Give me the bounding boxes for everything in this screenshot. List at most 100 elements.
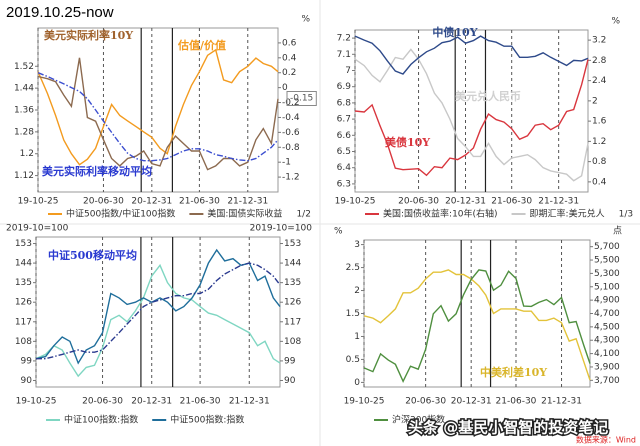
y-tick-label: 7 — [345, 66, 351, 76]
y2-tick-label: 5,500 — [594, 256, 620, 266]
y-tick-label: 6.9 — [337, 82, 352, 92]
y2-tick-label: 90 — [284, 376, 296, 386]
y2-unit: 点 — [613, 226, 622, 237]
y2-tick-label: 126 — [284, 298, 301, 308]
y-tick-label: 1.44 — [14, 84, 34, 94]
legend-label: 即期汇率:美元兑人 — [530, 208, 605, 220]
annotation: 美债10Y — [385, 135, 430, 149]
y-tick-label: 0 — [354, 378, 360, 388]
series-line — [36, 262, 281, 360]
y-tick-label: 1.2 — [20, 149, 34, 159]
y-tick-label: 1.52 — [14, 62, 34, 72]
y2-tick-label: 2 — [592, 96, 598, 106]
y-tick-label: 2 — [354, 286, 360, 296]
y2-tick-label: 3,900 — [594, 362, 620, 372]
y2-tick-label: 0 — [282, 83, 288, 93]
y-tick-label: 7.1 — [337, 50, 351, 60]
y2-tick-label: 99 — [284, 356, 296, 366]
y2-tick-label: 108 — [284, 337, 301, 347]
y2-tick-label: 3,700 — [594, 376, 620, 386]
legend-label: 美国:国债收益率:10年(右轴) — [383, 208, 498, 220]
series-line — [363, 269, 591, 381]
y2-tick-label: -0.8 — [282, 143, 300, 153]
y2-tick-label: 4,500 — [594, 322, 620, 332]
series-line — [35, 248, 281, 365]
y2-tick-label: 135 — [284, 278, 301, 288]
y2-tick-label: -1.2 — [282, 173, 300, 183]
y2-tick-label: 1.6 — [592, 117, 607, 127]
series-line — [363, 269, 591, 383]
y2-tick-label: 0.4 — [592, 177, 607, 187]
y2-tick-label: -0.4 — [282, 113, 300, 123]
y-tick-label: 6.7 — [337, 115, 351, 125]
x-tick-label: 19-10-25 — [16, 397, 57, 407]
watermark: 头条 @基民小智智的投资笔记 — [408, 419, 608, 437]
x-tick-label: 21-12-31 — [229, 397, 270, 407]
y2-tick-label: 4,700 — [594, 309, 620, 319]
y-tick-label: 126 — [15, 298, 32, 308]
y-tick-label: 135 — [15, 278, 32, 288]
y2-tick-label: 5,700 — [594, 242, 620, 252]
y2-unit: % — [611, 17, 620, 27]
y-unit: % — [334, 227, 343, 237]
y2-tick-label: 0.4 — [282, 53, 297, 63]
x-tick-label: 20-06-30 — [83, 197, 124, 207]
y-tick-label: 117 — [15, 317, 32, 327]
x-tick-label: 20-06-30 — [405, 397, 446, 407]
y2-tick-label: 0.2 — [282, 68, 296, 78]
legend-label: 美国:国债实际收益 — [207, 208, 282, 220]
x-tick-label: 20-06-30 — [82, 397, 123, 407]
y2-tick-label: 0.8 — [592, 157, 607, 167]
x-tick-label: 21-12-31 — [227, 197, 268, 207]
y2-tick-label: 153 — [284, 239, 301, 249]
annotation: 美元实际利率10Y — [44, 28, 133, 42]
y2-tick-label: 4,300 — [594, 336, 620, 346]
y2-tick-label: 2.8 — [592, 56, 607, 66]
y2-tick-label: -0.6 — [282, 128, 300, 138]
x-tick-label: 21-06-30 — [179, 197, 220, 207]
y-tick-label: 1.36 — [14, 106, 34, 116]
y-tick-label: 6.8 — [337, 98, 352, 108]
y-tick-label: 153 — [15, 239, 32, 249]
y-tick-label: 2.5 — [346, 263, 360, 273]
annotation: 美元实际利率移动平均 — [42, 164, 152, 178]
x-tick-label: 21-06-30 — [180, 397, 221, 407]
legend-page: 1/3 — [619, 210, 633, 220]
y2-tick-label: -0.2 — [282, 98, 300, 108]
y-tick-label: 1 — [354, 332, 360, 342]
y2-unit: % — [301, 15, 310, 25]
x-tick-label: 20-12-31 — [131, 197, 172, 207]
callout-box — [286, 91, 317, 106]
annotation: 美元兑人民币 — [455, 89, 521, 103]
data-source: 数据来源：Wind — [576, 435, 636, 445]
x-tick-label: 19-10-25 — [335, 197, 376, 207]
y-tick-label: 0.5 — [346, 355, 360, 365]
y2-unit: 2019-10=100 — [250, 224, 313, 234]
x-tick-label: 21-12-31 — [538, 197, 579, 207]
annotation: 中证500移动平均 — [48, 248, 137, 262]
y2-tick-label: 5,100 — [594, 282, 620, 292]
y2-tick-label: 3.2 — [592, 36, 606, 46]
y-tick-label: 90 — [21, 376, 33, 386]
x-tick-label: 21-12-31 — [541, 397, 582, 407]
y2-tick-label: 1.2 — [592, 137, 606, 147]
annotation: -0.15 — [290, 94, 313, 104]
y-unit: 2019-10=100 — [6, 224, 69, 234]
y2-tick-label: 117 — [284, 317, 301, 327]
page-title: 2019.10.25-now — [6, 4, 114, 21]
y-tick-label: 3 — [354, 240, 360, 250]
y-tick-label: 6.3 — [337, 179, 351, 189]
series-line — [354, 59, 589, 177]
y-tick-label: 99 — [21, 356, 33, 366]
series-line — [37, 72, 279, 162]
x-tick-label: 19-10-25 — [344, 397, 385, 407]
y2-tick-label: 4,100 — [594, 349, 620, 359]
series-line — [354, 48, 589, 182]
legend-label: 中证500指数:指数 — [170, 414, 244, 426]
x-tick-label: 21-06-30 — [491, 197, 532, 207]
y-tick-label: 1.5 — [346, 309, 360, 319]
y-tick-label: 108 — [15, 337, 32, 347]
y-tick-label: 6.4 — [337, 163, 352, 173]
y2-tick-label: -1 — [282, 158, 291, 168]
